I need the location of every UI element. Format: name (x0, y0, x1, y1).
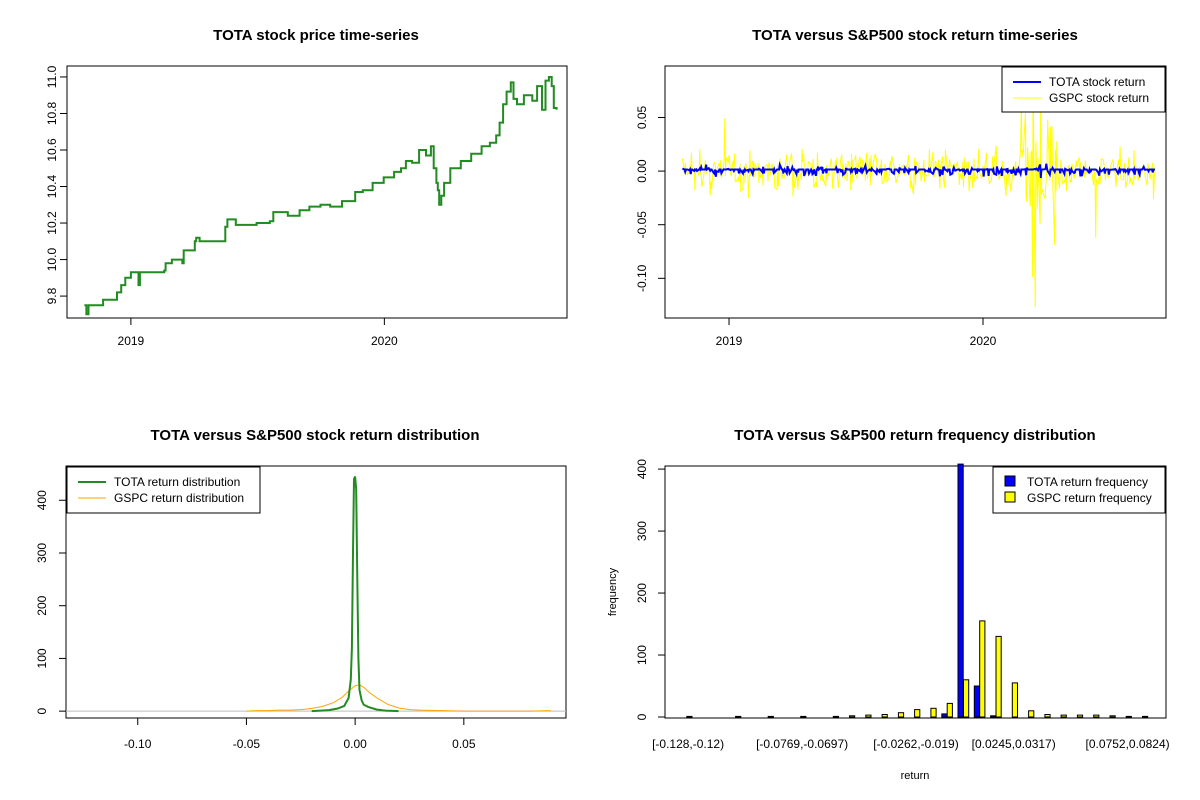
histogram-xtick-label: [-0.128,-0.12) (652, 737, 724, 751)
histogram-ytick-label: 200 (635, 583, 649, 603)
distribution-legend: TOTA return distribution GSPC return dis… (66, 466, 261, 514)
distribution-plot-frame (65, 465, 567, 719)
histogram-plot-frame (664, 465, 1167, 719)
price-ytick-label: 11.0 (45, 65, 59, 88)
histogram-ytick-label: 0 (635, 713, 649, 720)
histogram-ytick-label: 100 (635, 645, 649, 665)
distribution-xtick-label: -0.10 (124, 737, 152, 751)
histogram-chart-title: TOTA versus S&P500 return frequency dist… (734, 427, 1095, 444)
return-timeseries-panel: TOTA versus S&P500 stock return time-ser… (635, 27, 1167, 348)
gspc-frequency-bar (881, 714, 888, 718)
gspc-frequency-bar (963, 679, 970, 718)
tota-frequency-bar (957, 463, 964, 718)
gspc-distribution-line (246, 684, 551, 712)
gspc-frequency-bar (1076, 714, 1084, 718)
tota-price-line (84, 76, 558, 316)
frequency-histogram-panel: TOTA versus S&P500 return frequency dist… (607, 427, 1170, 782)
distribution-chart-title: TOTA versus S&P500 stock return distribu… (151, 427, 480, 444)
gspc-frequency-bar (897, 712, 905, 718)
gspc-frequency-bar (1109, 715, 1116, 718)
price-chart-title: TOTA stock price time-series (213, 27, 419, 44)
return-ytick-label: 0.05 (635, 105, 649, 129)
gspc-frequency-bar (865, 714, 872, 718)
tota-distribution-line (311, 476, 399, 713)
price-ytick-label: 10.8 (45, 101, 59, 125)
return-legend-label-tota: TOTA stock return (1049, 75, 1145, 89)
histogram-xtick-label: [0.0752,0.0824) (1086, 737, 1170, 751)
distribution-legend-box (66, 466, 261, 514)
return-chart-title: TOTA versus S&P500 stock return time-ser… (752, 27, 1078, 44)
return-plot-frame (664, 65, 1167, 319)
distribution-xtick-label: -0.05 (233, 737, 261, 751)
return-legend-label-gspc: GSPC stock return (1049, 91, 1149, 105)
return-xtick-label: 2020 (970, 334, 997, 348)
tota-frequency-bar (990, 715, 997, 718)
distribution-legend-label-gspc: GSPC return distribution (114, 491, 244, 505)
histogram-xtick-label: [-0.0262,-0.019) (873, 737, 958, 751)
gspc-frequency-bar (849, 715, 856, 718)
price-timeseries-panel: TOTA stock price time-series 9.8 10.0 10.2… (45, 27, 568, 348)
price-ytick-label: 10.0 (45, 248, 59, 272)
gspc-frequency-bar (979, 620, 986, 718)
gspc-frequency-bar (686, 715, 693, 718)
return-legend-box (1001, 66, 1166, 113)
histogram-xlabel: return (901, 770, 930, 782)
histogram-legend-swatch-gspc (1004, 491, 1016, 503)
distribution-ytick-label: 100 (35, 648, 49, 668)
return-legend: TOTA stock return GSPC stock return (1001, 66, 1166, 113)
gspc-return-line (681, 71, 1156, 308)
distribution-xtick-label: 0.00 (343, 737, 367, 751)
histogram-xtick-label: [0.0245,0.0317) (972, 737, 1056, 751)
gspc-frequency-bar (800, 715, 807, 718)
return-ytick-label: 0.00 (635, 159, 649, 183)
histogram-legend-swatch-tota (1004, 475, 1016, 487)
price-ytick-label: 10.4 (45, 175, 59, 199)
tota-return-line (682, 161, 1155, 179)
histogram-legend-label-gspc: GSPC return frequency (1027, 491, 1152, 505)
gspc-frequency-bar (767, 715, 774, 718)
histogram-ytick-label: 300 (635, 521, 649, 541)
distribution-ytick-label: 400 (35, 490, 49, 510)
gspc-frequency-bar (832, 715, 839, 718)
histogram-ytick-label: 400 (635, 459, 649, 479)
price-ytick-label: 10.2 (45, 211, 59, 235)
gspc-frequency-bar (914, 709, 921, 718)
gspc-frequency-bar (1028, 710, 1035, 718)
return-distribution-panel: TOTA versus S&P500 stock return distribu… (35, 427, 567, 751)
histogram-legend-label-tota: TOTA return frequency (1027, 475, 1148, 489)
return-ytick-label: -0.05 (635, 211, 649, 239)
distribution-ytick-label: 0 (35, 707, 49, 714)
gspc-frequency-bar (1044, 714, 1051, 718)
gspc-frequency-bar (946, 702, 953, 718)
return-ytick-label: -0.10 (635, 264, 649, 292)
price-xtick-label: 2020 (371, 334, 398, 348)
gspc-frequency-bar (1011, 682, 1018, 718)
distribution-legend-label-tota: TOTA return distribution (114, 475, 240, 489)
gspc-frequency-bar (930, 707, 937, 718)
histogram-legend-box (992, 466, 1166, 514)
gspc-frequency-bar (1142, 715, 1149, 718)
tota-frequency-bar (941, 713, 948, 718)
price-plot-frame (66, 65, 568, 319)
distribution-xtick-label: 0.05 (452, 737, 476, 751)
gspc-frequency-bar (1125, 715, 1132, 718)
gspc-frequency-bar (735, 715, 742, 718)
histogram-legend: TOTA return frequency GSPC return freque… (992, 466, 1166, 514)
distribution-ytick-label: 300 (35, 543, 49, 563)
distribution-ytick-label: 200 (35, 595, 49, 615)
price-ytick-label: 9.8 (45, 287, 59, 304)
histogram-xtick-label: [-0.0769,-0.0697) (756, 737, 848, 751)
price-xtick-label: 2019 (118, 334, 145, 348)
gspc-frequency-bar (1093, 714, 1100, 718)
price-ytick-label: 10.6 (45, 138, 59, 162)
tota-frequency-bar (973, 685, 980, 718)
return-xtick-label: 2019 (716, 334, 743, 348)
gspc-frequency-bar (995, 635, 1002, 718)
histogram-ylabel: frequency (607, 567, 619, 616)
gspc-frequency-bar (1060, 714, 1067, 718)
